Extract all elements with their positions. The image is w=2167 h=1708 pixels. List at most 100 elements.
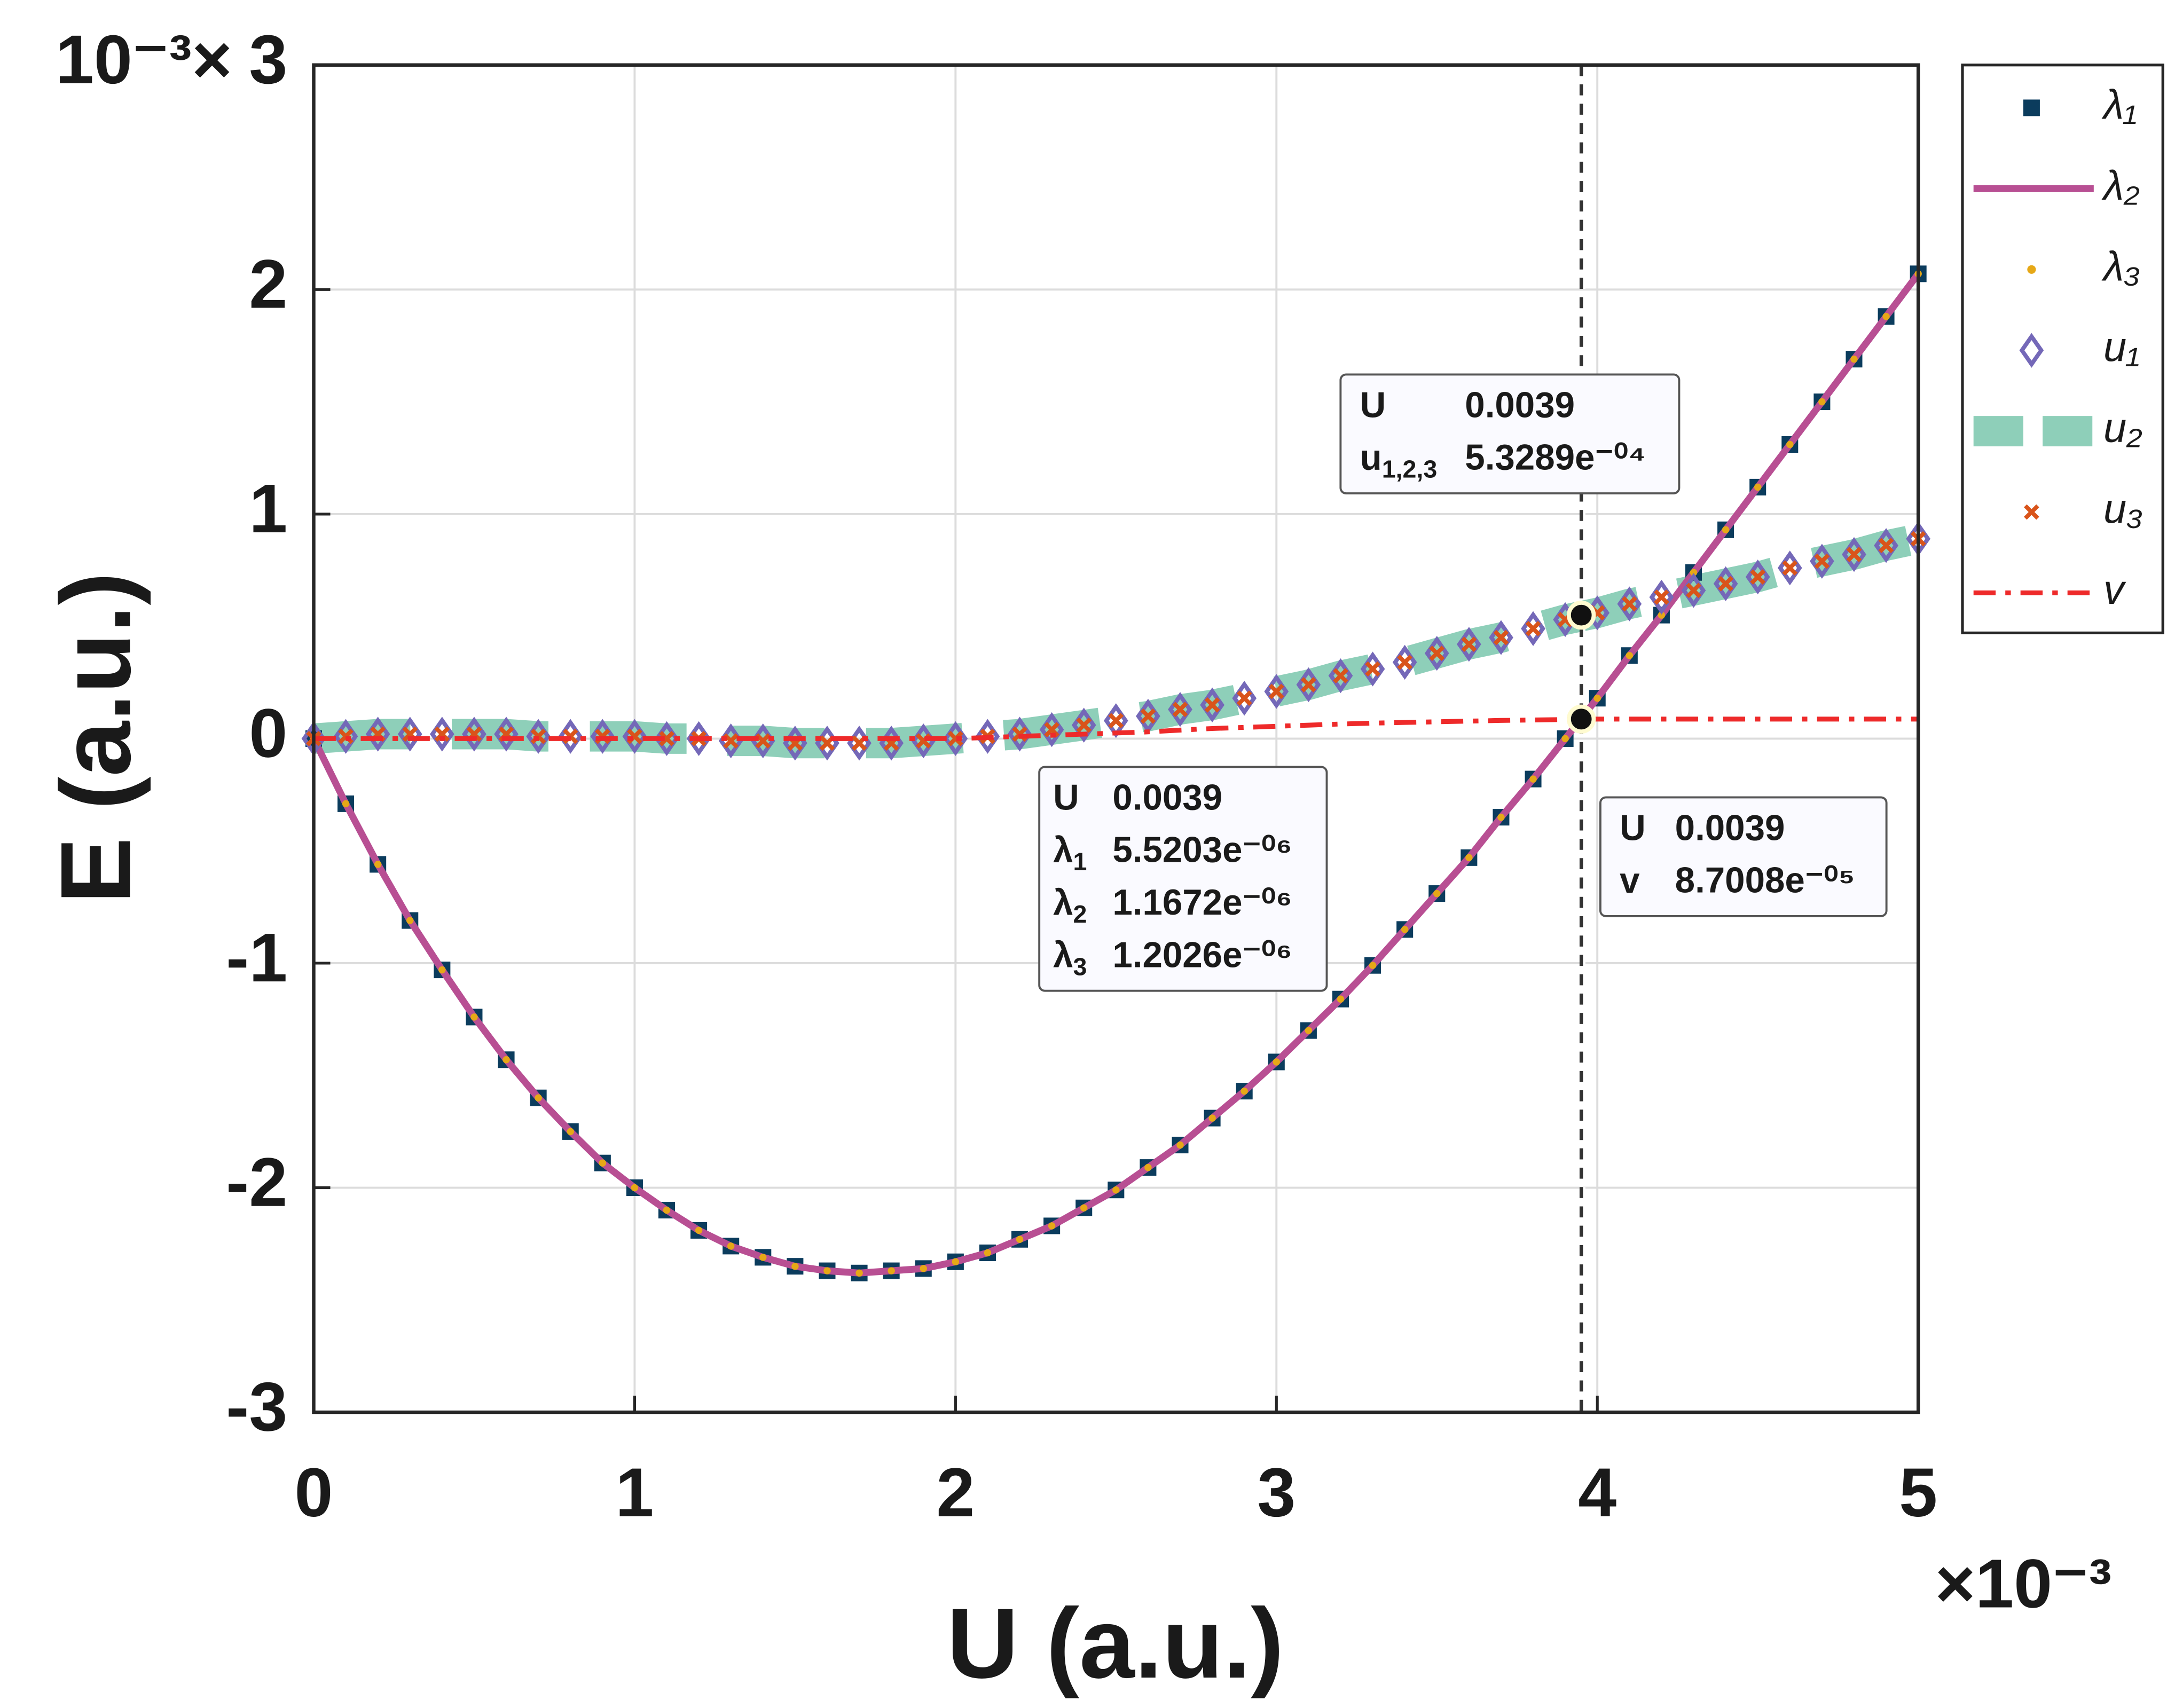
y-tick-label: -2 bbox=[226, 1144, 287, 1221]
dot-marker bbox=[374, 861, 382, 868]
dot-marker bbox=[1561, 735, 1569, 743]
datatip-label-base: U bbox=[1620, 808, 1646, 848]
x-marker bbox=[1397, 655, 1413, 670]
dot-marker bbox=[1722, 526, 1730, 534]
y-axis-label: E (a.u.) bbox=[40, 572, 151, 904]
x-marker bbox=[1429, 646, 1445, 661]
datatip-point bbox=[1567, 704, 1596, 734]
x-marker bbox=[1300, 677, 1316, 692]
datatip-label: λ1 bbox=[1053, 830, 1087, 876]
dot-marker bbox=[695, 1226, 703, 1234]
dot-marker bbox=[1305, 1027, 1313, 1034]
x-marker bbox=[1268, 683, 1284, 699]
x-marker bbox=[1878, 538, 1894, 554]
square-marker bbox=[2023, 99, 2040, 116]
datatip-value: 1.1672e⁻⁰⁶ bbox=[1112, 883, 1292, 923]
dot-marker bbox=[438, 966, 446, 974]
x-tick-label: 0 bbox=[294, 1454, 333, 1531]
legend-label: λ₃ bbox=[2101, 243, 2140, 289]
dot-marker bbox=[984, 1249, 992, 1257]
x-marker bbox=[755, 733, 771, 749]
dot-marker bbox=[727, 1242, 735, 1250]
x-tick-label: 1 bbox=[615, 1454, 654, 1531]
dot-marker bbox=[1112, 1186, 1120, 1194]
dot-marker bbox=[535, 1094, 542, 1102]
dot-marker bbox=[888, 1267, 895, 1274]
y-exponent: 10⁻³× bbox=[56, 21, 232, 98]
x-marker bbox=[1333, 668, 1348, 684]
dot-marker bbox=[1016, 1235, 1024, 1243]
datatip-label-base: u bbox=[1360, 438, 1382, 478]
datatip-label: λ2 bbox=[1053, 883, 1087, 928]
x-marker bbox=[1750, 569, 1766, 585]
dot-marker bbox=[1144, 1163, 1152, 1171]
legend-label: u₁ bbox=[2103, 325, 2140, 371]
x-marker bbox=[1814, 553, 1830, 569]
dot-marker bbox=[1465, 854, 1473, 862]
x-tick-label: 2 bbox=[936, 1454, 975, 1531]
dot-marker bbox=[1273, 1058, 1281, 1066]
datatip-label-base: λ bbox=[1053, 830, 1073, 870]
legend-label: v bbox=[2103, 567, 2126, 613]
x-marker bbox=[1654, 589, 1669, 605]
datatip-label-base: U bbox=[1053, 777, 1079, 817]
dot-marker bbox=[1626, 652, 1634, 659]
datatip-label-base: λ bbox=[1053, 883, 1073, 923]
x-marker bbox=[1686, 583, 1701, 599]
y-tick-label: 1 bbox=[249, 470, 287, 547]
datatip-point bbox=[1567, 600, 1596, 630]
dot-marker bbox=[759, 1254, 767, 1261]
x-axis-label: U (a.u.) bbox=[947, 1588, 1284, 1699]
dot-marker bbox=[1593, 694, 1601, 702]
dot-marker bbox=[599, 1159, 607, 1167]
marks bbox=[301, 265, 1931, 1281]
dot-marker bbox=[470, 1013, 478, 1021]
datatip-value: 5.5203e⁻⁰⁶ bbox=[1112, 830, 1292, 870]
dot-marker bbox=[1818, 398, 1826, 406]
dot-marker bbox=[1529, 775, 1537, 783]
x-marker bbox=[1461, 636, 1477, 652]
series-line bbox=[313, 717, 1919, 741]
datatip-label-sub: 2 bbox=[1073, 900, 1087, 928]
y-tick-label: 0 bbox=[249, 695, 287, 772]
x-marker bbox=[1365, 661, 1380, 677]
dot-marker bbox=[1240, 1087, 1248, 1095]
datatip-label-sub: 1 bbox=[1073, 848, 1087, 876]
dot-marker bbox=[1497, 813, 1505, 821]
x-marker bbox=[1525, 620, 1541, 636]
datatip-label: v bbox=[1620, 861, 1640, 901]
x-marker bbox=[434, 726, 450, 742]
x-marker bbox=[1140, 708, 1156, 724]
datatip-value: 8.7008e⁻⁰⁵ bbox=[1675, 861, 1855, 901]
datatip-value: 0.0039 bbox=[1675, 808, 1785, 848]
legend-label: λ₁ bbox=[2101, 82, 2137, 128]
datatip-label-base: v bbox=[1620, 861, 1640, 901]
dot-marker bbox=[503, 1056, 510, 1064]
dot-marker bbox=[1850, 355, 1858, 363]
y-tick-label: 3 bbox=[249, 21, 287, 98]
x-marker bbox=[1621, 596, 1637, 612]
datatip-value: 5.3289e⁻⁰⁴ bbox=[1465, 438, 1646, 478]
datatip-label: U bbox=[1360, 385, 1386, 425]
axes-box bbox=[312, 63, 1920, 1414]
dot-marker bbox=[1882, 313, 1890, 320]
x-marker bbox=[659, 731, 674, 746]
x-marker bbox=[947, 731, 963, 746]
datatip-value: 0.0039 bbox=[1465, 385, 1575, 425]
dot-marker bbox=[1690, 569, 1698, 576]
dot-marker bbox=[663, 1206, 671, 1214]
dot-marker bbox=[1176, 1141, 1184, 1149]
x-marker bbox=[1493, 629, 1509, 646]
legend-label: u₂ bbox=[2103, 405, 2142, 451]
dot-marker bbox=[1048, 1222, 1056, 1230]
y-tick-label: 2 bbox=[249, 246, 287, 322]
dot-marker bbox=[1080, 1204, 1088, 1212]
datatip-label: u1,2,3 bbox=[1360, 438, 1438, 483]
legend-label: u₃ bbox=[2103, 486, 2143, 532]
dot-marker bbox=[1754, 483, 1762, 491]
dot-marker bbox=[631, 1184, 639, 1192]
x-marker bbox=[2023, 504, 2039, 520]
datatip-value: 1.2026e⁻⁰⁶ bbox=[1112, 935, 1292, 975]
